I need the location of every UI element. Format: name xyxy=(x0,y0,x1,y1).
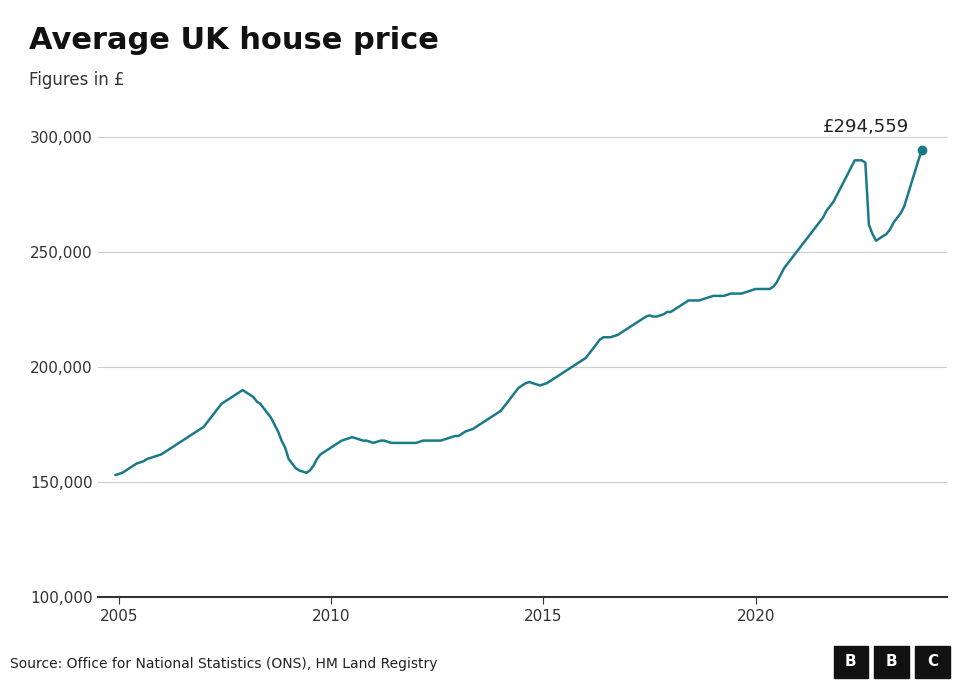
Bar xyxy=(834,646,868,678)
Text: Figures in £: Figures in £ xyxy=(29,71,125,89)
Text: Average UK house price: Average UK house price xyxy=(29,26,439,55)
Text: £294,559: £294,559 xyxy=(823,118,910,136)
Text: Source: Office for National Statistics (ONS), HM Land Registry: Source: Office for National Statistics (… xyxy=(10,657,437,672)
Text: B: B xyxy=(845,654,856,670)
Bar xyxy=(915,646,950,678)
Text: B: B xyxy=(886,654,897,670)
Bar xyxy=(874,646,909,678)
Text: C: C xyxy=(927,654,938,670)
